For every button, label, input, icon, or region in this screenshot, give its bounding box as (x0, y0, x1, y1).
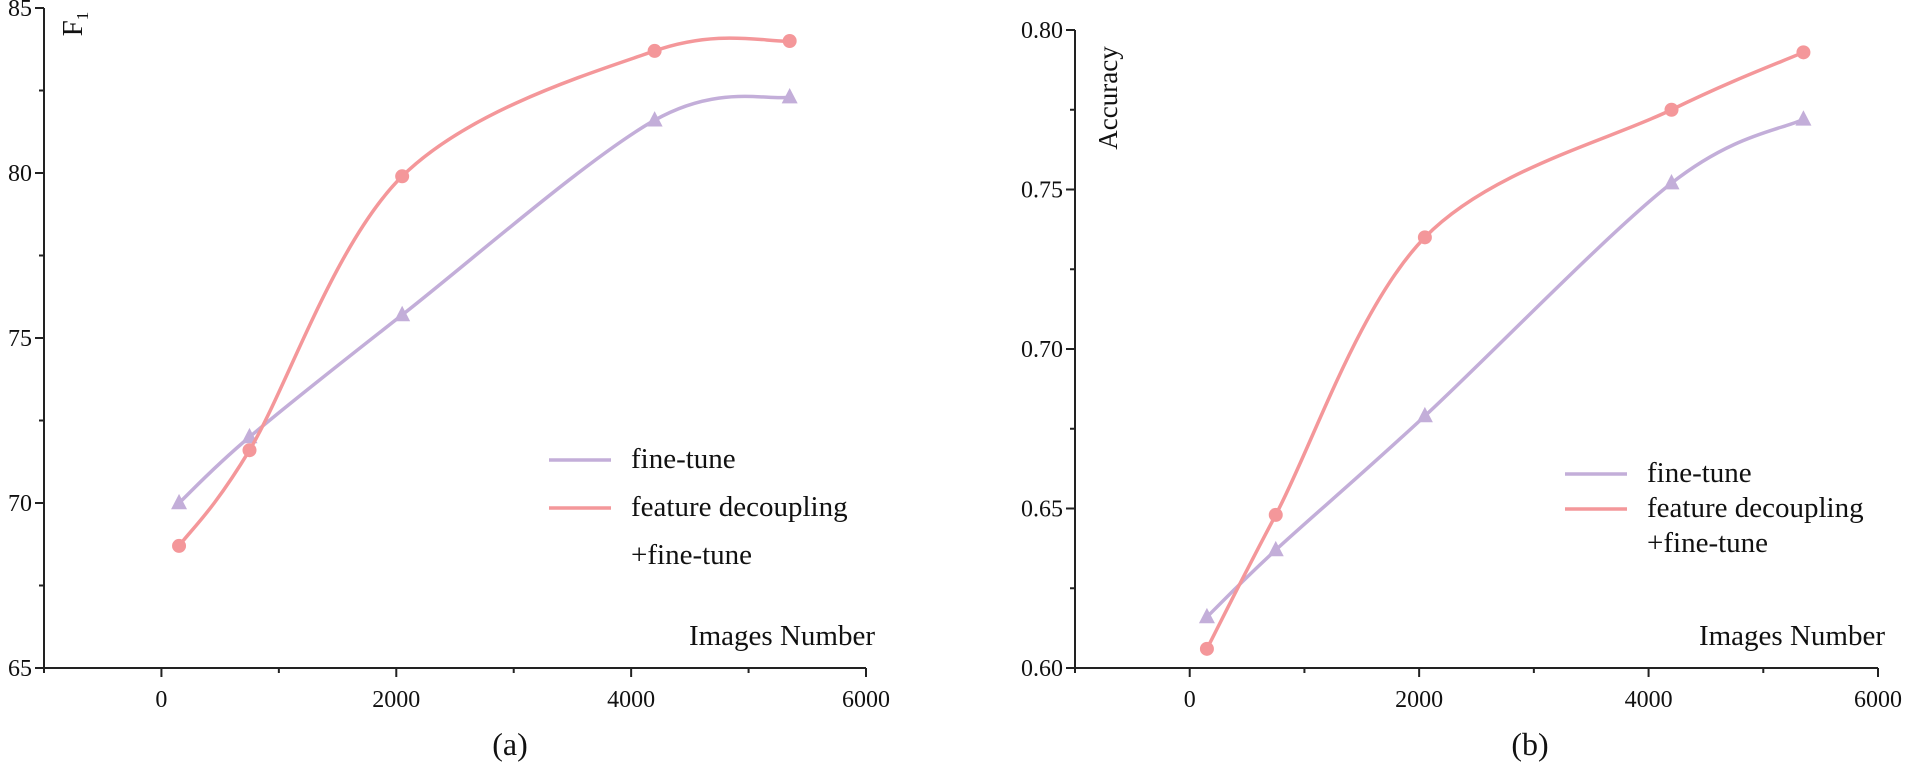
legend-label: +fine-tune (631, 539, 752, 571)
series-2-point (1199, 641, 1214, 656)
chart-panel-a: 65 70 75 80 85 0 2000 4000 6000 Images Number F1 fi… (8, 0, 890, 762)
legend-label: fine-tune (631, 443, 736, 475)
x-axis-title: Images Number (689, 620, 875, 652)
series-1-point (1795, 110, 1812, 126)
y-tick-label: 75 (8, 326, 32, 352)
x-tick-label: 2000 (372, 687, 420, 713)
series-line-1 (177, 94, 792, 505)
x-tick-label: 2000 (1395, 687, 1443, 713)
x-tick-label: 6000 (1854, 687, 1902, 713)
x-axis-title: Images Number (1699, 620, 1885, 652)
legend-label: +fine-tune (1647, 527, 1768, 559)
series-1-point (781, 88, 798, 104)
series-2-point (172, 538, 187, 553)
series-1-point (394, 305, 411, 322)
y-axis-title: F1 (57, 12, 92, 37)
series-1-point (646, 111, 663, 127)
x-tick-label: 0 (1184, 687, 1196, 713)
y-tick-label: 65 (8, 656, 32, 682)
series-2-point (1664, 102, 1679, 117)
y-tick-label: 85 (8, 0, 32, 22)
x-tick-label: 4000 (607, 687, 655, 713)
x-tick-label: 0 (155, 687, 167, 713)
y-axis-title: Accuracy (1093, 46, 1123, 150)
series-1-point (1416, 406, 1433, 423)
series-2-point (242, 443, 257, 458)
y-tick-label: 80 (8, 161, 32, 187)
series-2-point (647, 43, 662, 58)
series-2-point (395, 169, 410, 184)
series-1-point (171, 493, 188, 510)
y-tick-label: 0.75 (1021, 178, 1063, 204)
y-tick-label: 0.80 (1021, 18, 1063, 44)
y-tick-label: 70 (8, 491, 32, 517)
legend-label: feature decoupling (1647, 492, 1864, 524)
series-2-point (1796, 45, 1811, 60)
x-tick-label: 6000 (842, 687, 890, 713)
series-1-point (1198, 607, 1215, 624)
panel-label: (b) (1511, 726, 1548, 762)
series-2-point (1417, 230, 1432, 245)
series-1-point (1663, 174, 1680, 190)
panel-label: (a) (492, 726, 528, 762)
legend-label: feature decoupling (631, 491, 848, 523)
legend-label: fine-tune (1647, 457, 1752, 489)
series-2-point (782, 34, 797, 48)
y-tick-label: 0.65 (1021, 497, 1063, 523)
chart-panel-b: 0.60 0.65 0.70 0.75 0.80 0 2000 4000 6000 Images … (1021, 18, 1902, 762)
series-line-2 (1205, 50, 1806, 651)
y-tick-label: 0.70 (1021, 337, 1063, 363)
series-2-point (1268, 507, 1283, 522)
series-1-point (1267, 540, 1284, 557)
y-tick-label: 0.60 (1021, 656, 1063, 682)
y-axis-title-subscript: 1 (73, 12, 92, 21)
series-1-point (241, 427, 258, 444)
x-tick-label: 4000 (1625, 687, 1673, 713)
